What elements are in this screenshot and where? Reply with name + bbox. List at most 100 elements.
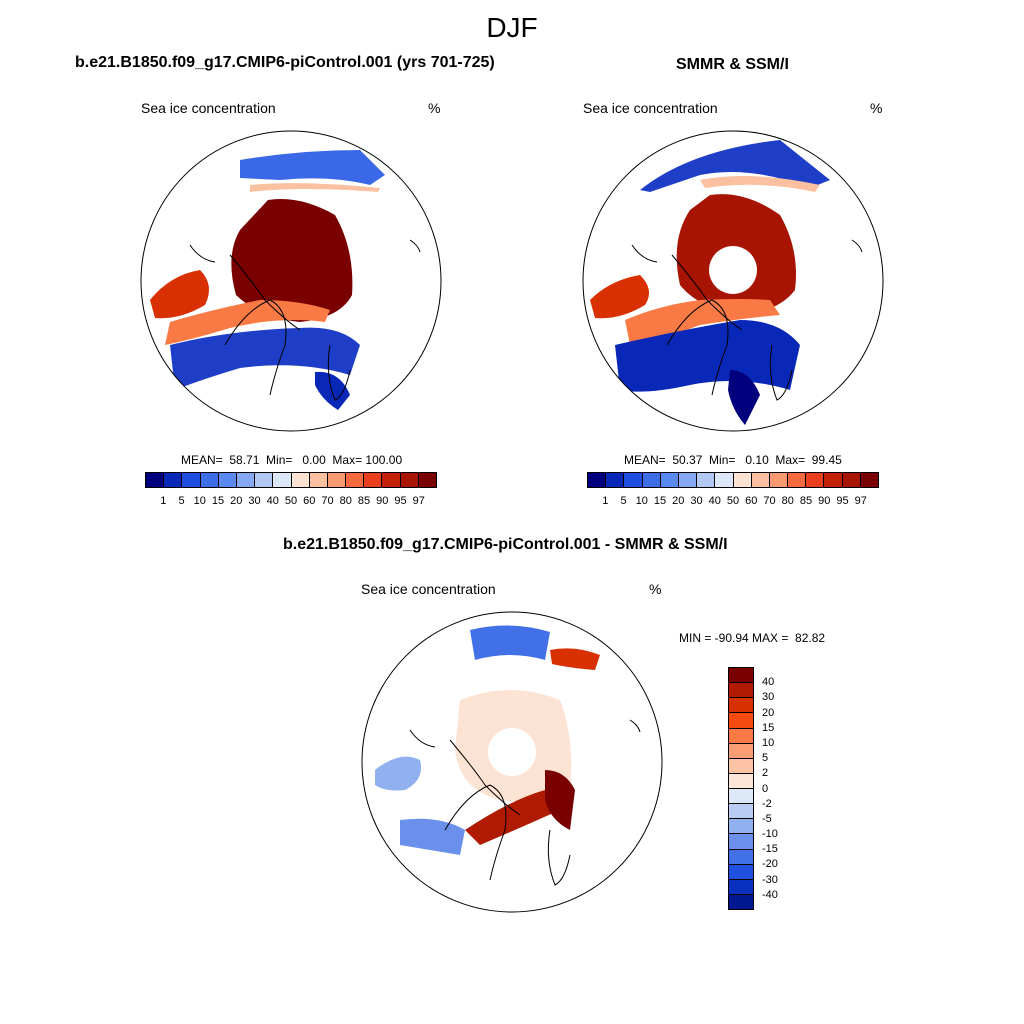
diff-colorbar-label-1: 30: [762, 691, 775, 704]
obs-colorbar-label-7: 50: [726, 495, 740, 507]
obs-colorbar-label-4: 20: [672, 495, 685, 507]
model-colorbar-swatch-3: [200, 473, 219, 487]
model-colorbar-label-14: 97: [412, 495, 425, 507]
obs-colorbar-swatch-15: [860, 473, 878, 487]
model-colorbar-label-12: 90: [376, 495, 389, 507]
model-colorbar-swatch-8: [291, 473, 310, 487]
model-colorbar-label-0: 1: [160, 495, 167, 507]
obs-map: [590, 140, 830, 425]
obs-colorbar-swatch-7: [715, 473, 734, 487]
diff-colorbar-swatch-5: [729, 743, 753, 759]
obs-colorbar-label-9: 70: [763, 495, 776, 507]
obs-panel-title: SMMR & SSM/I: [676, 56, 789, 73]
model-colorbar-swatch-5: [236, 473, 256, 487]
diff-colorbar-swatch-10: [729, 819, 753, 835]
diff-pacific-blue: [470, 625, 550, 660]
model-colorbar-label-3: 15: [211, 495, 225, 507]
model-map: [150, 150, 385, 410]
model-colorbar-label-5: 30: [248, 495, 261, 507]
diff-colorbar-label-4: 10: [762, 736, 775, 749]
obs-stats: MEAN= 50.37 Min= 0.10 Max= 99.45: [624, 453, 842, 467]
diff-colorbar-swatch-13: [729, 864, 753, 880]
diff-colorbar-label-12: -20: [762, 858, 778, 871]
diff-colorbar-swatch-6: [729, 758, 753, 774]
obs-subtitle-left: Sea ice concentration: [583, 100, 718, 116]
model-colorbar-label-spacer: [145, 495, 154, 507]
diff-colorbar-swatch-14: [729, 879, 753, 895]
diff-colorbar-label-13: -30: [762, 873, 778, 886]
model-colorbar-label-13: 95: [394, 495, 407, 507]
model-subtitle-units: %: [428, 100, 441, 116]
obs-colorbar-label-1: 5: [620, 495, 627, 507]
model-stats: MEAN= 58.71 Min= 0.00 Max= 100.00: [181, 453, 403, 467]
diff-colorbar-swatch-8: [729, 789, 753, 805]
diff-colorbar-swatch-4: [729, 728, 753, 744]
diff-map: [375, 625, 600, 855]
diff-colorbar-label-2: 20: [762, 706, 775, 719]
diff-colorbar-label-9: -5: [762, 812, 772, 825]
model-colorbar-label-2: 10: [193, 495, 206, 507]
obs-norway-blue: [728, 370, 760, 425]
model-colorbar-swatch-12: [364, 473, 383, 487]
obs-colorbar-swatch-0: [588, 473, 607, 487]
model-colorbar-label-1: 5: [178, 495, 185, 507]
obs-atlantic-blue: [615, 320, 800, 392]
model-colorbar-label-7: 50: [284, 495, 298, 507]
obs-colorbar-labels: 1 5 10 15 20 30 40 50 60 70 80 85 90 95 97: [587, 495, 879, 507]
diff-colorbar-label-7: 0: [762, 782, 769, 795]
diff-pacific-red: [550, 648, 600, 670]
diff-colorbar-swatch-15: [729, 894, 753, 909]
diff-coastlines: [409, 719, 641, 886]
model-colorbar-swatch-9: [309, 473, 328, 487]
obs-baffin-ice: [590, 275, 649, 319]
obs-colorbar-swatch-9: [751, 473, 770, 487]
obs-pacific-edge: [700, 176, 820, 192]
obs-colorbar-swatch-1: [606, 473, 625, 487]
obs-colorbar-swatch-5: [678, 473, 698, 487]
model-colorbar-swatch-14: [400, 473, 419, 487]
model-panel-title: b.e21.B1850.f09_g17.CMIP6-piControl.001 …: [75, 54, 495, 71]
diff-colorbar-label-8: -2: [762, 797, 772, 810]
diff-pole-hole: [488, 728, 536, 776]
diff-colorbar-label-6: 2: [762, 767, 769, 780]
diff-map-border: [361, 611, 663, 913]
obs-colorbar-label-5: 30: [690, 495, 703, 507]
diff-colorbar-swatch-1: [729, 683, 753, 699]
model-colorbar-swatch-0: [146, 473, 165, 487]
obs-colorbar-label-0: 1: [602, 495, 609, 507]
diff-colorbar-swatch-2: [729, 698, 753, 714]
model-colorbar-swatch-7: [273, 473, 292, 487]
obs-colorbar-swatch-4: [660, 473, 679, 487]
diff-colorbar: [728, 667, 754, 910]
obs-colorbar: [587, 472, 879, 488]
model-colorbar-swatch-15: [418, 473, 436, 487]
diff-colorbar-swatch-3: [729, 713, 753, 729]
obs-colorbar-label-12: 90: [818, 495, 831, 507]
model-labrador-edge: [165, 300, 330, 345]
diff-colorbar-label-11: -15: [762, 843, 778, 856]
diff-labrador-red: [465, 790, 560, 845]
model-colorbar-label-10: 80: [339, 495, 352, 507]
diff-colorbar-swatch-12: [729, 849, 753, 865]
obs-colorbar-swatch-14: [842, 473, 861, 487]
obs-pole-hole: [709, 246, 757, 294]
obs-colorbar-swatch-6: [697, 473, 716, 487]
model-colorbar-label-11: 85: [357, 495, 371, 507]
model-colorbar-label-8: 60: [303, 495, 316, 507]
diff-subtitle-left: Sea ice concentration: [361, 581, 496, 597]
obs-colorbar-swatch-10: [769, 473, 789, 487]
diff-stats: MIN = -90.94 MAX = 82.82: [679, 631, 826, 645]
model-colorbar-swatch-10: [327, 473, 347, 487]
obs-colorbar-label-spacer: [587, 495, 596, 507]
model-coastlines: [189, 239, 421, 401]
model-colorbar-swatch-2: [182, 473, 201, 487]
model-colorbar-swatch-1: [164, 473, 183, 487]
obs-colorbar-swatch-2: [624, 473, 643, 487]
obs-coastlines: [631, 239, 863, 401]
diff-colorbar-label-5: 5: [762, 752, 769, 765]
model-colorbar: [145, 472, 437, 488]
model-colorbar-label-4: 20: [230, 495, 243, 507]
diff-baffin-blue: [375, 756, 421, 791]
model-colorbar-swatch-13: [382, 473, 401, 487]
season-title: DJF: [486, 12, 538, 43]
